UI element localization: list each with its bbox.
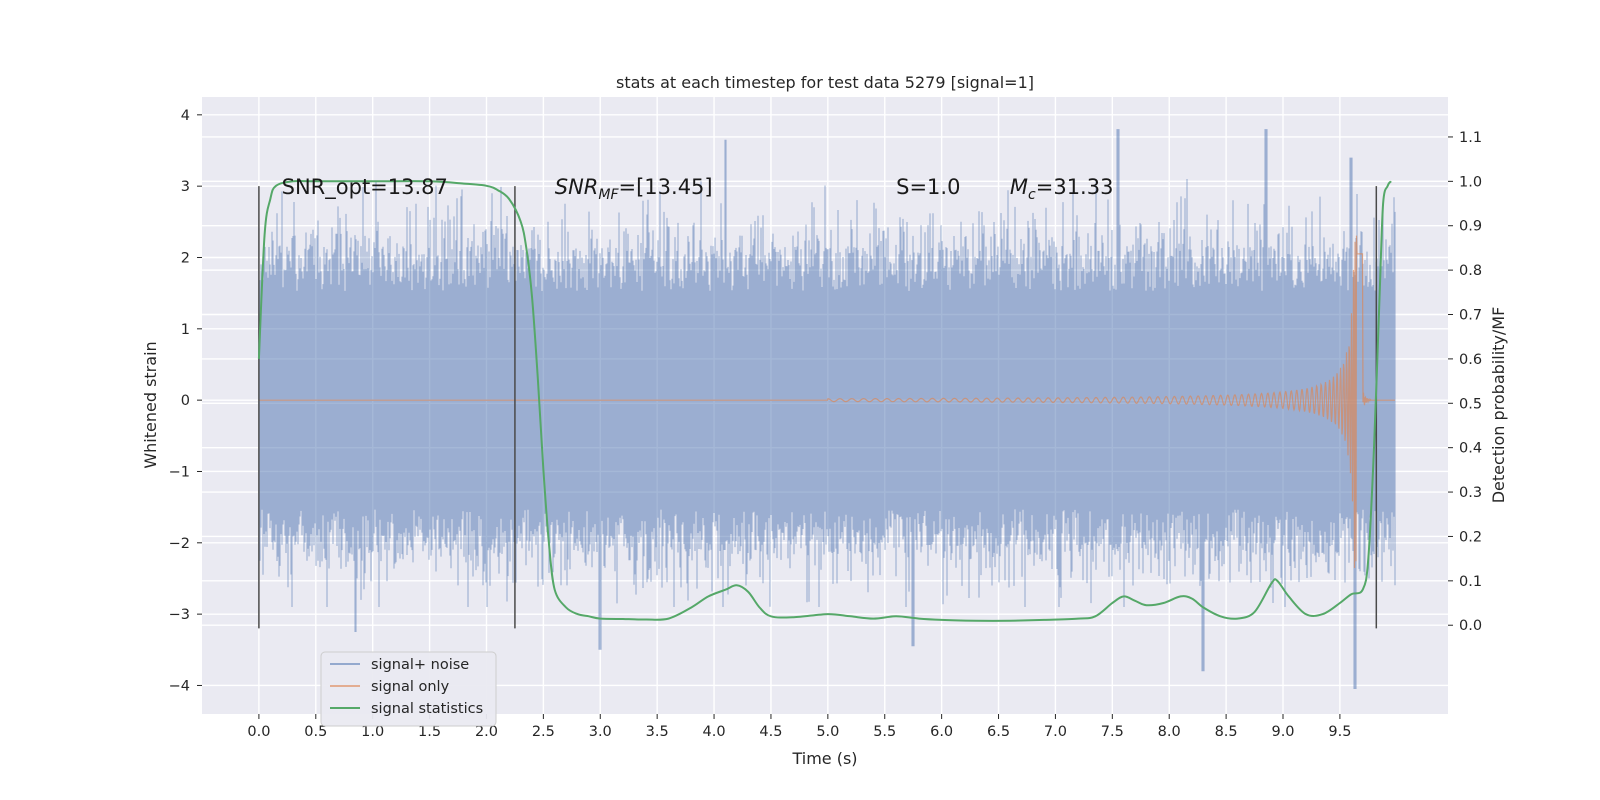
x-tick-label: 0.0 <box>247 724 270 740</box>
y2-tick-label: 1.0 <box>1459 174 1482 190</box>
y2-tick-label: 0.7 <box>1459 308 1482 324</box>
x-tick-label: 1.5 <box>418 724 441 740</box>
legend: signal+ noise signal only signal statist… <box>320 651 497 727</box>
x-tick-label: 5.0 <box>816 724 839 740</box>
y-tick-label: −3 <box>169 607 190 623</box>
x-tick-label: 8.0 <box>1158 724 1181 740</box>
y2-tick-label: 0.3 <box>1459 485 1482 501</box>
y2-axis-ticks: 0.0 0.1 0.2 0.3 0.4 0.5 0.6 0.7 0.8 0.9 1.0 1.1 <box>1448 130 1482 634</box>
x-tick-label: 3.0 <box>589 724 612 740</box>
x-tick-label: 2.5 <box>532 724 555 740</box>
annotation-1: SNRMF=[13.45] <box>555 175 713 203</box>
x-tick-label: 4.5 <box>759 724 782 740</box>
y2-tick-label: 0.4 <box>1459 441 1482 457</box>
legend-box <box>320 651 497 727</box>
x-tick-label: 4.0 <box>703 724 726 740</box>
legend-label-signal-only: signal only <box>371 679 450 695</box>
x-tick-label: 6.0 <box>930 724 953 740</box>
signal-only-trace <box>259 235 1395 569</box>
x-tick-label: 1.0 <box>361 724 384 740</box>
y2-tick-label: 0.0 <box>1459 618 1482 634</box>
y2-tick-label: 0.1 <box>1459 574 1482 590</box>
annotations: SNR_opt=13.87 SNRMF=[13.45] S=1.0 Mc=31.33 <box>282 175 1114 203</box>
signal-statistics-line <box>257 179 1392 622</box>
y-tick-label: 4 <box>181 108 190 124</box>
series-signal-only <box>259 235 1395 569</box>
y-tick-label: 2 <box>181 250 190 266</box>
y-axis-label: Whitened strain <box>141 341 160 468</box>
y-tick-label: 1 <box>181 322 190 338</box>
y-tick-label: −4 <box>169 678 190 694</box>
y2-axis-label: Detection probability/MF <box>1489 307 1508 504</box>
x-tick-label: 7.0 <box>1044 724 1067 740</box>
y2-tick-label: 0.2 <box>1459 529 1482 545</box>
y-tick-label: −1 <box>169 464 190 480</box>
legend-label-signal-statistics: signal statistics <box>371 701 483 717</box>
y2-tick-label: 0.8 <box>1459 263 1482 279</box>
annotation-2: S=1.0 <box>896 175 960 199</box>
x-tick-label: 9.0 <box>1271 724 1294 740</box>
x-tick-label: 3.5 <box>646 724 669 740</box>
x-tick-label: 0.5 <box>304 724 327 740</box>
annotation-0: SNR_opt=13.87 <box>282 175 448 200</box>
x-axis-ticks: 0.0 0.5 1.0 1.5 2.0 2.5 3.0 3.5 4.0 4.5 5.0 5.5 6.0 6… <box>247 714 1351 740</box>
x-tick-label: 2.0 <box>475 724 498 740</box>
series-signal-statistics <box>257 179 1392 622</box>
y-tick-label: 3 <box>181 179 190 195</box>
y-tick-label: 0 <box>181 393 190 409</box>
y2-tick-label: 0.9 <box>1459 219 1482 235</box>
annotation-3: Mc=31.33 <box>1010 175 1114 203</box>
x-axis-label: Time (s) <box>791 749 857 768</box>
x-tick-label: 6.5 <box>987 724 1010 740</box>
x-tick-label: 5.5 <box>873 724 896 740</box>
x-tick-label: 7.5 <box>1101 724 1124 740</box>
y2-tick-label: 0.6 <box>1459 352 1482 368</box>
x-tick-label: 9.5 <box>1328 724 1351 740</box>
y2-tick-label: 1.1 <box>1459 130 1482 146</box>
y2-tick-label: 0.5 <box>1459 396 1482 412</box>
legend-label-signal-plus-noise: signal+ noise <box>371 657 469 673</box>
y-axis-ticks: −4 −3 −2 −1 0 1 2 3 4 <box>169 108 202 694</box>
chart-title: stats at each timestep for test data 527… <box>616 73 1034 92</box>
x-tick-label: 8.5 <box>1215 724 1238 740</box>
y-tick-label: −2 <box>169 536 190 552</box>
